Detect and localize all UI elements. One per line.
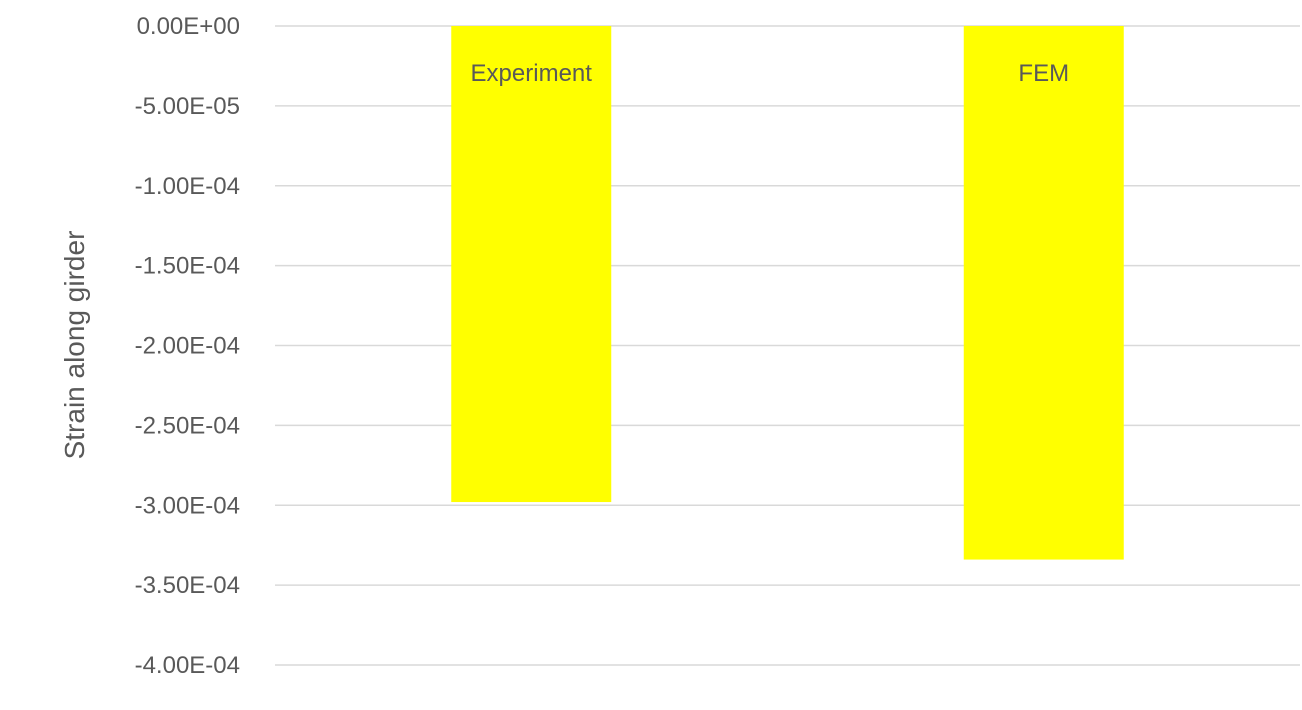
y-tick-label: -1.00E-04 (135, 173, 240, 200)
y-tick-label: -2.00E-04 (135, 333, 240, 360)
y-tick-label: -1.50E-04 (135, 253, 240, 280)
y-tick-label: -3.00E-04 (135, 492, 240, 519)
bar-experiment (451, 26, 612, 503)
y-tick-label: -2.50E-04 (135, 412, 240, 439)
y-tick-label: -3.50E-04 (135, 572, 240, 599)
y-tick-label: -5.00E-05 (135, 93, 240, 120)
y-axis-tick-labels: 0.00E+00 -5.00E-05 -1.00E-04 -1.50E-04 -2.00… (135, 13, 240, 679)
y-axis-title: Strain along girder (59, 231, 90, 460)
data-label: Experiment (471, 60, 593, 87)
y-tick-label: -4.00E-04 (135, 652, 240, 679)
gridlines (275, 25, 1300, 666)
data-label: FEM (1018, 60, 1069, 87)
bar-fem (963, 26, 1124, 560)
data-labels: Experiment FEM (471, 60, 1070, 87)
bars (451, 26, 1124, 560)
y-tick-label: 0.00E+00 (137, 13, 240, 40)
